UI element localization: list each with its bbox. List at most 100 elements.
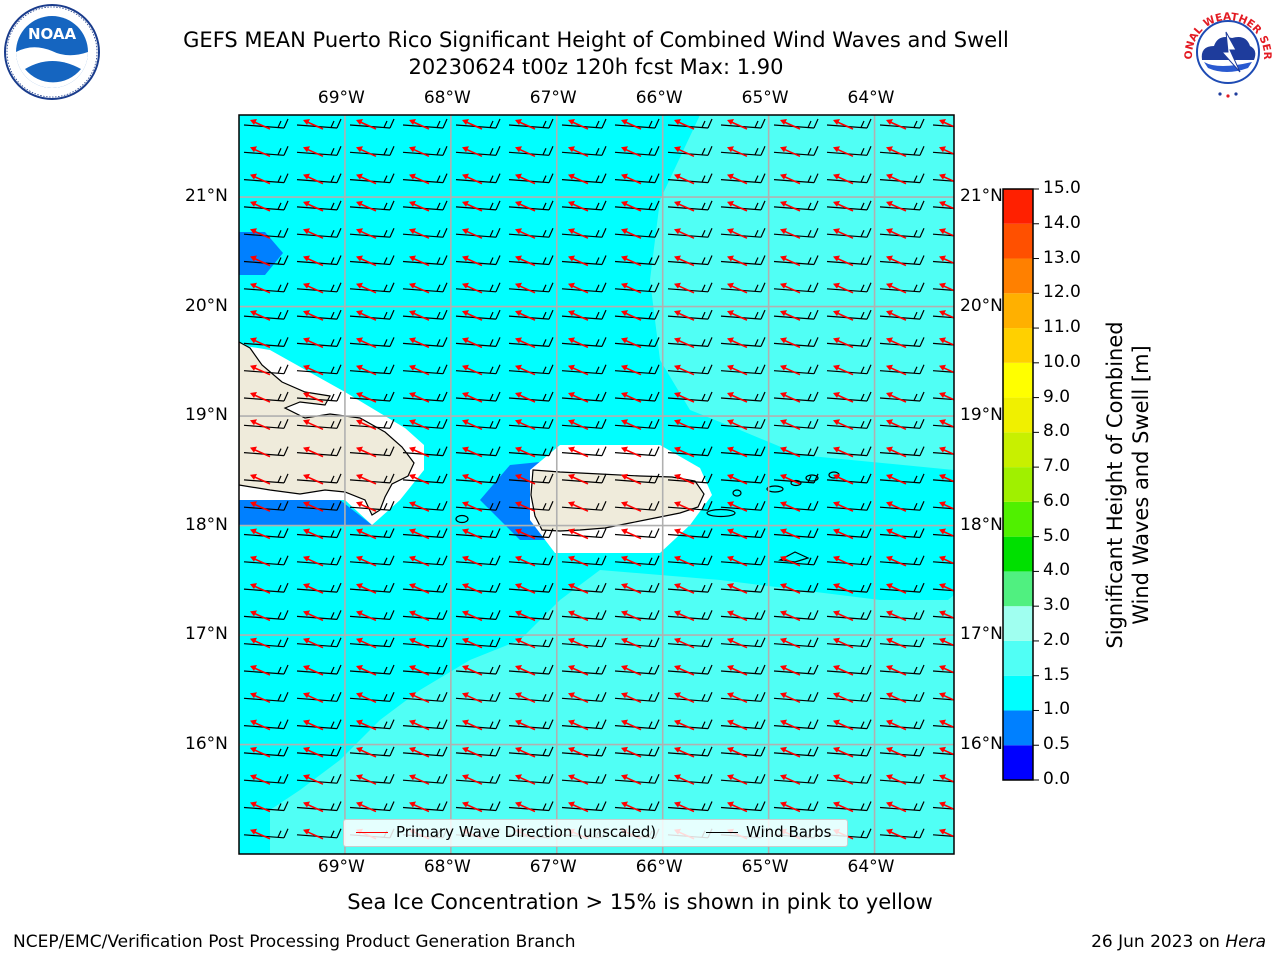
wave-direction-arrow	[674, 446, 695, 458]
footer-date-text: 26 Jun 2023 on	[1091, 932, 1226, 952]
wave-direction-arrow	[674, 337, 695, 349]
wave-direction-arrow	[568, 173, 589, 185]
wave-direction-arrow	[674, 255, 695, 267]
wave-direction-arrow	[250, 665, 271, 676]
wave-direction-arrow	[886, 555, 907, 567]
wave-direction-arrow	[515, 528, 536, 540]
wave-direction-arrow	[568, 473, 589, 485]
wave-direction-arrow	[939, 501, 954, 510]
legend-wave-label: Primary Wave Direction (unscaled)	[396, 823, 657, 841]
wave-direction-arrow	[939, 692, 954, 701]
wave-direction-arrow	[303, 610, 324, 622]
wave-direction-arrow	[303, 828, 324, 840]
wave-direction-arrow	[515, 255, 536, 267]
wave-direction-arrow	[303, 392, 324, 403]
wave-direction-arrow	[833, 337, 854, 349]
colorbar-segment	[1003, 675, 1033, 711]
colorbar-segment	[1003, 223, 1033, 259]
wave-direction-arrow	[515, 801, 536, 813]
wave-direction-arrow	[409, 692, 430, 704]
wave-direction-arrow	[939, 119, 954, 128]
wave-direction-arrow	[250, 282, 271, 294]
wave-direction-arrow	[356, 282, 377, 294]
wave-direction-arrow	[833, 446, 854, 458]
wave-direction-arrow	[674, 392, 695, 403]
wave-direction-arrow	[833, 583, 854, 594]
wave-direction-arrow	[568, 146, 589, 158]
wave-direction-arrow	[250, 828, 271, 840]
wave-direction-arrow	[515, 637, 536, 649]
wave-direction-arrow	[568, 419, 589, 431]
wave-direction-arrow	[727, 555, 748, 567]
longitude-label: 68°W	[423, 857, 471, 877]
wave-direction-arrow	[409, 310, 430, 321]
wave-direction-arrow	[250, 473, 271, 485]
wave-direction-arrow	[780, 746, 801, 758]
wave-direction-arrow	[939, 774, 954, 783]
wave-direction-arrow	[250, 610, 271, 622]
wave-direction-arrow	[409, 746, 430, 758]
latitude-label: 17°N	[960, 624, 1003, 645]
wave-direction-arrow	[674, 692, 695, 704]
wave-direction-arrow	[462, 665, 483, 676]
wave-direction-arrow	[939, 446, 954, 456]
wave-direction-arrow	[409, 583, 430, 594]
wave-direction-arrow	[780, 146, 801, 158]
wave-direction-arrow	[674, 583, 695, 594]
wave-direction-arrow	[356, 337, 377, 349]
wave-direction-arrow	[356, 364, 377, 376]
colorbar-label-line1: Significant Height of Combined	[1103, 321, 1127, 649]
wave-direction-arrow	[727, 774, 748, 785]
wave-direction-arrow	[939, 255, 954, 265]
colorbar-segment	[1003, 362, 1033, 398]
wave-direction-arrow	[727, 801, 748, 813]
wave-direction-arrow	[833, 310, 854, 321]
wave-direction-arrow	[303, 719, 324, 731]
wave-direction-arrow	[515, 692, 536, 704]
wave-direction-arrow	[356, 146, 377, 158]
wave-direction-arrow	[250, 555, 271, 567]
nws-logo: NATIONAL WEATHER SERVICE	[1174, 0, 1278, 102]
wave-direction-arrow	[833, 555, 854, 567]
wave-direction-arrow	[886, 310, 907, 321]
wave-direction-arrow	[250, 419, 271, 431]
wave-direction-arrow	[303, 801, 324, 813]
wave-direction-arrow	[833, 501, 854, 512]
colorbar-tick-label: 4.0	[1043, 560, 1071, 581]
wave-direction-arrow	[886, 746, 907, 758]
wave-direction-arrow	[621, 337, 642, 349]
colorbar-segment	[1003, 640, 1033, 676]
latitude-label: 19°N	[960, 405, 1003, 426]
wave-direction-arrow	[409, 528, 430, 540]
wave-direction-arrow	[886, 501, 907, 512]
wave-direction-arrow	[621, 555, 642, 567]
wave-direction-arrow	[303, 364, 324, 376]
wave-direction-arrow	[833, 200, 854, 212]
wave-direction-arrow	[674, 801, 695, 813]
wave-direction-arrow	[462, 528, 483, 540]
wave-direction-arrow	[568, 528, 589, 540]
wave-direction-arrow	[568, 501, 589, 512]
wave-direction-arrow	[780, 228, 801, 239]
wave-direction-arrow	[886, 419, 907, 431]
legend-red-line	[356, 832, 388, 833]
wave-direction-arrow	[833, 719, 854, 731]
wave-direction-arrow	[833, 637, 854, 649]
wave-direction-arrow	[462, 774, 483, 785]
wave-direction-arrow	[462, 473, 483, 485]
wave-direction-arrow	[250, 501, 271, 512]
wave-direction-arrow	[409, 446, 430, 458]
map-legend: Primary Wave Direction (unscaled) Wind B…	[343, 819, 848, 847]
wave-direction-arrow	[727, 610, 748, 622]
wave-direction-arrow	[621, 501, 642, 512]
wave-direction-arrow	[356, 119, 377, 130]
wave-direction-arrow	[780, 446, 801, 458]
wave-direction-arrow	[250, 774, 271, 785]
colorbar-tick-label: 8.0	[1043, 421, 1071, 442]
wave-direction-arrow	[833, 392, 854, 403]
wave-direction-arrow	[462, 637, 483, 649]
wave-direction-arrow	[833, 173, 854, 185]
wave-direction-arrow	[356, 200, 377, 212]
longitude-label: 65°W	[741, 857, 789, 877]
